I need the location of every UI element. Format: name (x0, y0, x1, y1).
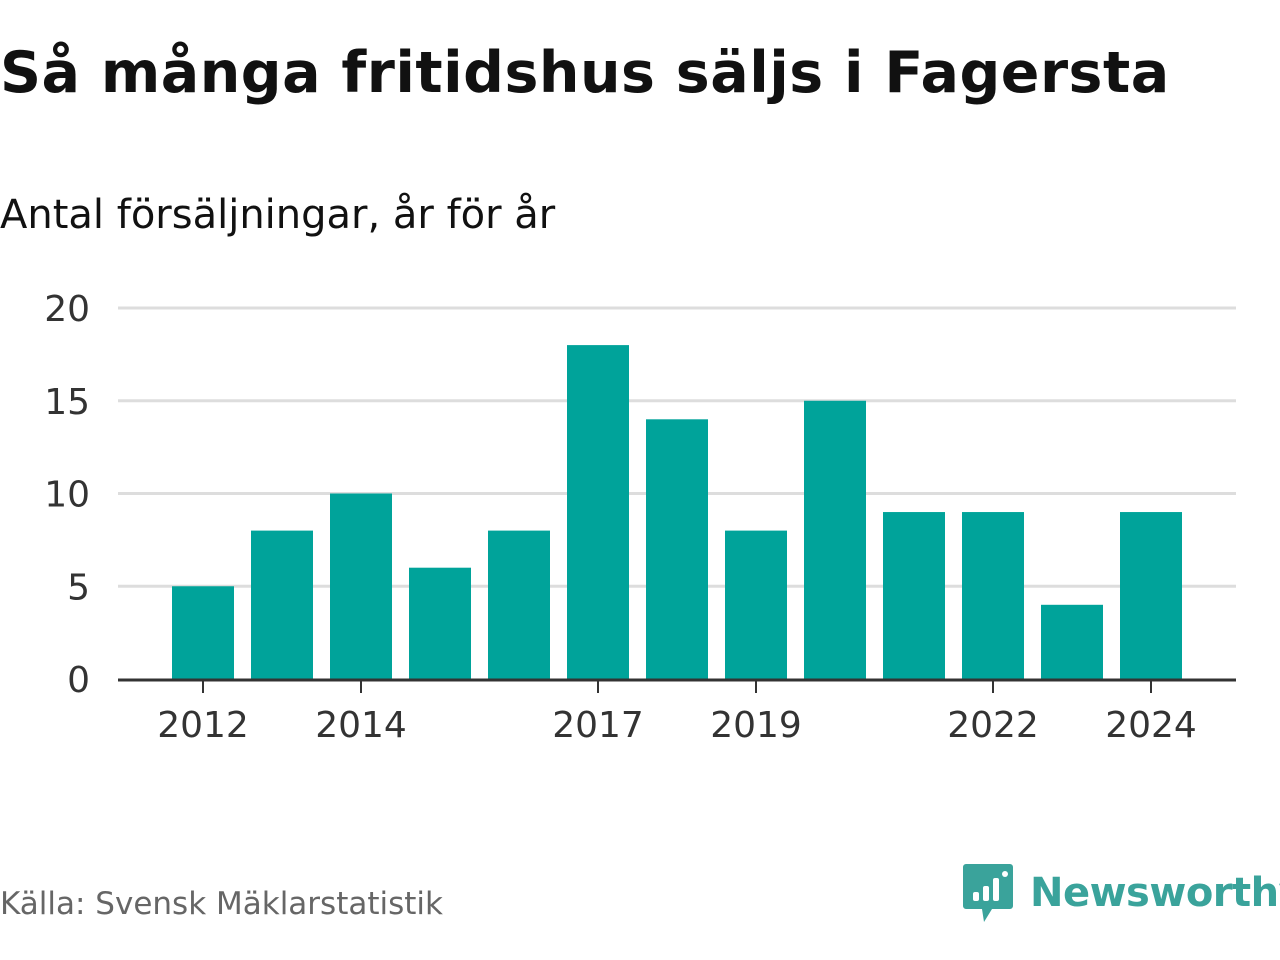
bar-2019 (725, 530, 787, 679)
bar-2022 (962, 512, 1024, 679)
bar-2014 (330, 493, 392, 679)
y-tick-label: 15 (44, 382, 90, 423)
bar-2021 (883, 512, 945, 679)
bars (172, 345, 1182, 679)
y-tick-label: 10 (44, 475, 90, 516)
y-tick-label: 5 (67, 567, 90, 608)
source-note: Källa: Svensk Mäklarstatistik (0, 886, 443, 922)
newsworthy-bar-chart-icon (963, 864, 1013, 922)
x-tick-label: 2017 (552, 705, 644, 746)
bar-2020 (804, 400, 866, 679)
bar-2015 (409, 567, 471, 679)
x-tick-label: 2012 (157, 705, 249, 746)
bar-2013 (251, 530, 313, 679)
bar-2024 (1120, 512, 1182, 679)
brand-name: Newsworthy (1030, 870, 1280, 916)
bar-chart: 0 5 10 15 20 2012 2014 2017 2019 2022 2024 (44, 289, 1236, 746)
x-tick-label: 2014 (315, 705, 407, 746)
newsworthy-logo: Newsworthy (962, 862, 1280, 924)
chart-subtitle: Antal försäljningar, år för år (0, 192, 556, 238)
y-axis-tick-labels: 0 5 10 15 20 (44, 289, 90, 701)
bar-2017 (567, 345, 629, 679)
x-axis-ticks: 2012 2014 2017 2019 2022 2024 (157, 680, 1197, 746)
y-tick-label: 20 (44, 289, 90, 330)
bar-2012 (172, 586, 234, 679)
x-tick-label: 2024 (1105, 705, 1197, 746)
bar-2018 (646, 419, 708, 679)
y-tick-label: 0 (67, 660, 90, 701)
chart-title: Så många fritidshus säljs i Fagersta (0, 40, 1170, 106)
x-tick-label: 2019 (710, 705, 802, 746)
bar-2016 (488, 530, 550, 679)
x-tick-label: 2022 (947, 705, 1039, 746)
bar-2023 (1041, 604, 1103, 679)
